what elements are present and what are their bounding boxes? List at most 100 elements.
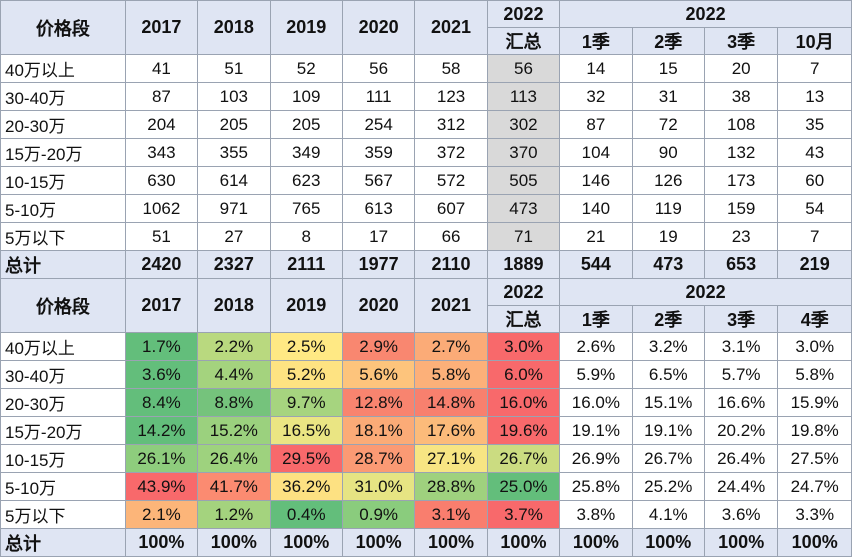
sub-period-header: 1季 <box>559 27 633 55</box>
table-cell: 26.7% <box>631 444 705 473</box>
table-cell: 43 <box>777 138 852 167</box>
row-label: 30-40万 <box>0 360 126 389</box>
table-cell: 132 <box>703 138 779 167</box>
table-cell: 630 <box>124 166 199 195</box>
quarter-group-header: 2022 <box>559 278 852 306</box>
table-cell: 6.5% <box>631 360 705 389</box>
total-cell: 219 <box>777 250 852 279</box>
table-cell: 20.2% <box>703 416 779 445</box>
row-label: 15万-20万 <box>0 416 126 445</box>
table-cell: 87 <box>559 110 633 139</box>
total-row: 总计 100% 100% 100% 100% 100% 100% 100% 100% 100% 10… <box>0 528 852 557</box>
total-cell: 1889 <box>486 250 561 279</box>
table-cell: 20 <box>703 54 779 83</box>
table-cell: 765 <box>269 194 343 223</box>
year-header: 2021 <box>414 0 488 55</box>
row-label: 5-10万 <box>0 472 126 501</box>
table-cell: 56 <box>341 54 416 83</box>
price-segment-header: 价格段 <box>0 278 126 333</box>
year-header: 2020 <box>341 0 416 55</box>
sales-volume-section: 价格段 2017 2018 2019 2020 2021 2022 2022 汇… <box>0 0 852 279</box>
table-cell: 108 <box>703 110 779 139</box>
table-cell: 2.5% <box>269 332 343 361</box>
table-cell: 5.7% <box>703 360 779 389</box>
total-cell: 473 <box>631 250 705 279</box>
table-cell: 6.0% <box>486 360 561 389</box>
quarter-group-header: 2022 <box>559 0 852 28</box>
total-cell: 100% <box>269 528 343 557</box>
row-label: 10-15万 <box>0 444 126 473</box>
table-cell: 3.6% <box>703 500 779 529</box>
table-cell: 140 <box>559 194 633 223</box>
table-cell: 355 <box>197 138 271 167</box>
table-cell: 126 <box>631 166 705 195</box>
table-cell: 8 <box>269 222 343 251</box>
table-cell: 66 <box>414 222 488 251</box>
table-cell: 572 <box>414 166 488 195</box>
table-cell: 36.2% <box>269 472 343 501</box>
year-header: 2018 <box>197 0 271 55</box>
sub-period-header: 10月 <box>777 27 852 55</box>
row-label: 5-10万 <box>0 194 126 223</box>
table-cell: 3.1% <box>414 500 488 529</box>
table-cell: 349 <box>269 138 343 167</box>
table-cell: 623 <box>269 166 343 195</box>
sub-period-header: 1季 <box>559 305 633 333</box>
table-cell: 26.9% <box>559 444 633 473</box>
table-cell: 8.4% <box>124 388 199 417</box>
table-cell: 159 <box>703 194 779 223</box>
table-cell: 971 <box>197 194 271 223</box>
table-cell: 26.7% <box>486 444 561 473</box>
table-row: 40万以上 41 51 52 56 58 56 14 15 20 7 <box>0 54 852 83</box>
year-header: 2021 <box>414 278 488 333</box>
table-cell: 28.7% <box>341 444 416 473</box>
summary-label-header: 汇总 <box>486 27 561 55</box>
price-segment-header: 价格段 <box>0 0 126 55</box>
table-cell: 27.1% <box>414 444 488 473</box>
total-cell: 2110 <box>414 250 488 279</box>
table-cell: 16.5% <box>269 416 343 445</box>
table-cell: 25.8% <box>559 472 633 501</box>
table-cell: 15 <box>631 54 705 83</box>
table-cell: 16.0% <box>486 388 561 417</box>
total-cell: 100% <box>414 528 488 557</box>
sub-period-header: 3季 <box>703 27 779 55</box>
table-cell: 3.6% <box>124 360 199 389</box>
table-cell: 2.7% <box>414 332 488 361</box>
table-row: 10-15万 630 614 623 567 572 505 146 126 173 60 <box>0 166 852 195</box>
year-header: 2017 <box>124 278 199 333</box>
table-cell: 5.8% <box>414 360 488 389</box>
table-cell: 0.4% <box>269 500 343 529</box>
table-cell: 38 <box>703 82 779 111</box>
table-cell: 54 <box>777 194 852 223</box>
total-cell: 100% <box>486 528 561 557</box>
table-cell: 24.4% <box>703 472 779 501</box>
table-cell: 14.8% <box>414 388 488 417</box>
table-cell: 205 <box>269 110 343 139</box>
year-header: 2018 <box>197 278 271 333</box>
table-cell: 19.6% <box>486 416 561 445</box>
table-row: 40万以上 1.7% 2.2% 2.5% 2.9% 2.7% 3.0% 2.6% 3.2% 3.1… <box>0 332 852 361</box>
table-cell: 104 <box>559 138 633 167</box>
table-cell: 12.8% <box>341 388 416 417</box>
table-cell: 3.2% <box>631 332 705 361</box>
row-label: 5万以下 <box>0 500 126 529</box>
table-row: 15万-20万 343 355 349 359 372 370 104 90 132 43 <box>0 138 852 167</box>
table-cell: 32 <box>559 82 633 111</box>
table-row: 5万以下 51 27 8 17 66 71 21 19 23 7 <box>0 222 852 251</box>
summary-label-header: 汇总 <box>486 305 561 333</box>
table-cell: 4.1% <box>631 500 705 529</box>
total-cell: 2111 <box>269 250 343 279</box>
sub-period-header: 3季 <box>703 305 779 333</box>
table-cell: 19 <box>631 222 705 251</box>
table-cell: 27 <box>197 222 271 251</box>
table-cell: 205 <box>197 110 271 139</box>
table-cell: 13 <box>777 82 852 111</box>
table-cell: 17.6% <box>414 416 488 445</box>
total-label: 总计 <box>0 528 126 557</box>
summary-year-header: 2022 <box>486 278 561 306</box>
table-cell: 27.5% <box>777 444 852 473</box>
table-cell: 15.1% <box>631 388 705 417</box>
table-cell: 254 <box>341 110 416 139</box>
share-section: 价格段 2017 2018 2019 2020 2021 2022 2022 汇… <box>0 278 852 557</box>
